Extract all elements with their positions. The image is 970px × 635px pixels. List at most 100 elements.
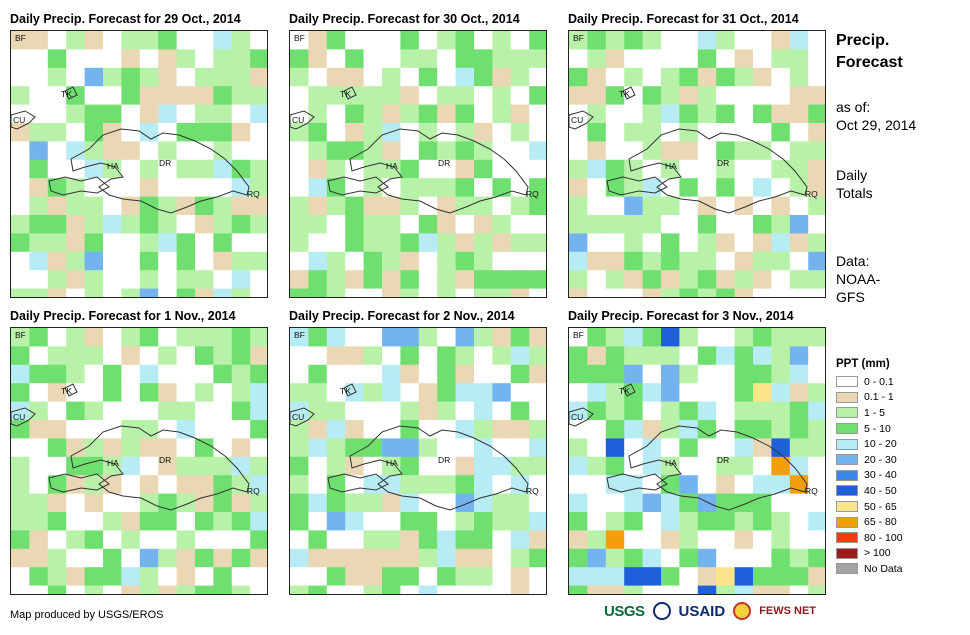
daily-totals: Daily Totals	[836, 166, 873, 202]
precip-cell	[250, 159, 267, 179]
precip-cell	[753, 567, 772, 587]
precip-cell	[569, 567, 588, 587]
precip-cell	[418, 420, 438, 439]
precip-cell	[121, 233, 141, 253]
precip-cell	[121, 31, 141, 50]
panel-title-1: Daily Precip. Forecast for 29 Oct., 2014	[10, 12, 241, 26]
precip-cell	[363, 456, 383, 476]
precip-cell	[624, 567, 644, 587]
precip-cell	[400, 530, 420, 550]
coastline	[11, 110, 36, 130]
precip-cell	[418, 438, 438, 458]
precip-cell	[158, 438, 178, 458]
precip-cell	[400, 251, 420, 271]
precip-cell	[213, 288, 233, 297]
precip-cell	[326, 438, 346, 458]
precip-cell	[661, 548, 680, 568]
precip-cell	[158, 159, 178, 179]
precip-cell	[753, 141, 772, 161]
precip-cell	[679, 49, 699, 69]
precip-cell	[363, 493, 383, 513]
precip-cell	[308, 438, 328, 458]
precip-cell	[771, 548, 791, 568]
precip-cell	[605, 512, 625, 531]
precip-cell	[529, 548, 546, 568]
precip-cell	[400, 493, 420, 513]
precip-cell	[84, 178, 104, 198]
precip-cell	[158, 215, 178, 234]
precip-cell	[195, 288, 214, 297]
precip-cell	[529, 512, 546, 531]
precip-cell	[176, 530, 196, 550]
precip-cell	[195, 548, 214, 568]
precip-cell	[771, 104, 791, 124]
precip-cell	[529, 196, 546, 216]
precip-cell	[716, 31, 736, 50]
precip-cell	[492, 567, 512, 587]
precip-cell	[29, 456, 49, 476]
precip-cell	[11, 456, 30, 476]
map-label-ha: HA	[386, 161, 398, 171]
precip-cell	[231, 233, 251, 253]
precip-cell	[474, 67, 493, 87]
legend-swatch	[836, 501, 858, 513]
precip-cell	[697, 512, 717, 531]
precip-cell	[492, 383, 512, 403]
legend-item: 1 - 5	[836, 405, 903, 421]
precip-cell	[195, 420, 214, 439]
precip-cell	[569, 530, 588, 550]
precip-cell	[382, 346, 401, 366]
precip-cell	[176, 104, 196, 124]
precip-cell	[121, 196, 141, 216]
coastline	[569, 407, 594, 427]
precip-cell	[29, 346, 49, 366]
precip-cell	[789, 270, 809, 290]
precip-cell	[231, 567, 251, 587]
precip-cell	[290, 346, 309, 366]
precip-cell	[290, 233, 309, 253]
precip-cell	[195, 585, 214, 594]
precip-cell	[569, 438, 588, 458]
precip-cell	[47, 493, 67, 513]
coastline	[349, 128, 529, 214]
precip-cell	[47, 548, 67, 568]
precip-cell	[510, 233, 530, 253]
precip-cell	[808, 215, 825, 234]
precip-cell	[66, 215, 86, 234]
precip-cell	[418, 270, 438, 290]
precip-cell	[529, 364, 546, 384]
precip-cell	[11, 141, 30, 161]
precip-cell	[139, 456, 159, 476]
precip-cell	[753, 123, 772, 142]
precip-cell	[195, 512, 214, 531]
precip-cell	[103, 567, 122, 587]
precip-cell	[587, 233, 607, 253]
precip-cell	[250, 364, 267, 384]
map-label-ha: HA	[386, 458, 398, 468]
precip-cell	[529, 383, 546, 403]
precip-cell	[661, 178, 680, 198]
precip-cell	[587, 401, 607, 421]
precip-cell	[290, 585, 309, 594]
precip-cell	[587, 346, 607, 366]
precip-cell	[661, 251, 680, 271]
precip-cell	[418, 567, 438, 587]
precip-cell	[605, 86, 625, 106]
precip-cell	[418, 346, 438, 366]
precip-cell	[66, 493, 86, 513]
precip-cell	[308, 86, 328, 106]
precip-cell	[679, 530, 699, 550]
precip-cell	[569, 328, 588, 347]
precip-cell	[250, 383, 267, 403]
precip-cell	[510, 512, 530, 531]
precip-cell	[418, 233, 438, 253]
precip-cell	[510, 288, 530, 297]
precip-cell	[121, 49, 141, 69]
precip-cell	[382, 67, 401, 87]
precip-cell	[771, 31, 791, 50]
usgs-logo: USGS	[604, 602, 645, 620]
precip-cell	[529, 438, 546, 458]
precip-cell	[808, 178, 825, 198]
precip-cell	[697, 493, 717, 513]
legend-swatch	[836, 438, 858, 450]
